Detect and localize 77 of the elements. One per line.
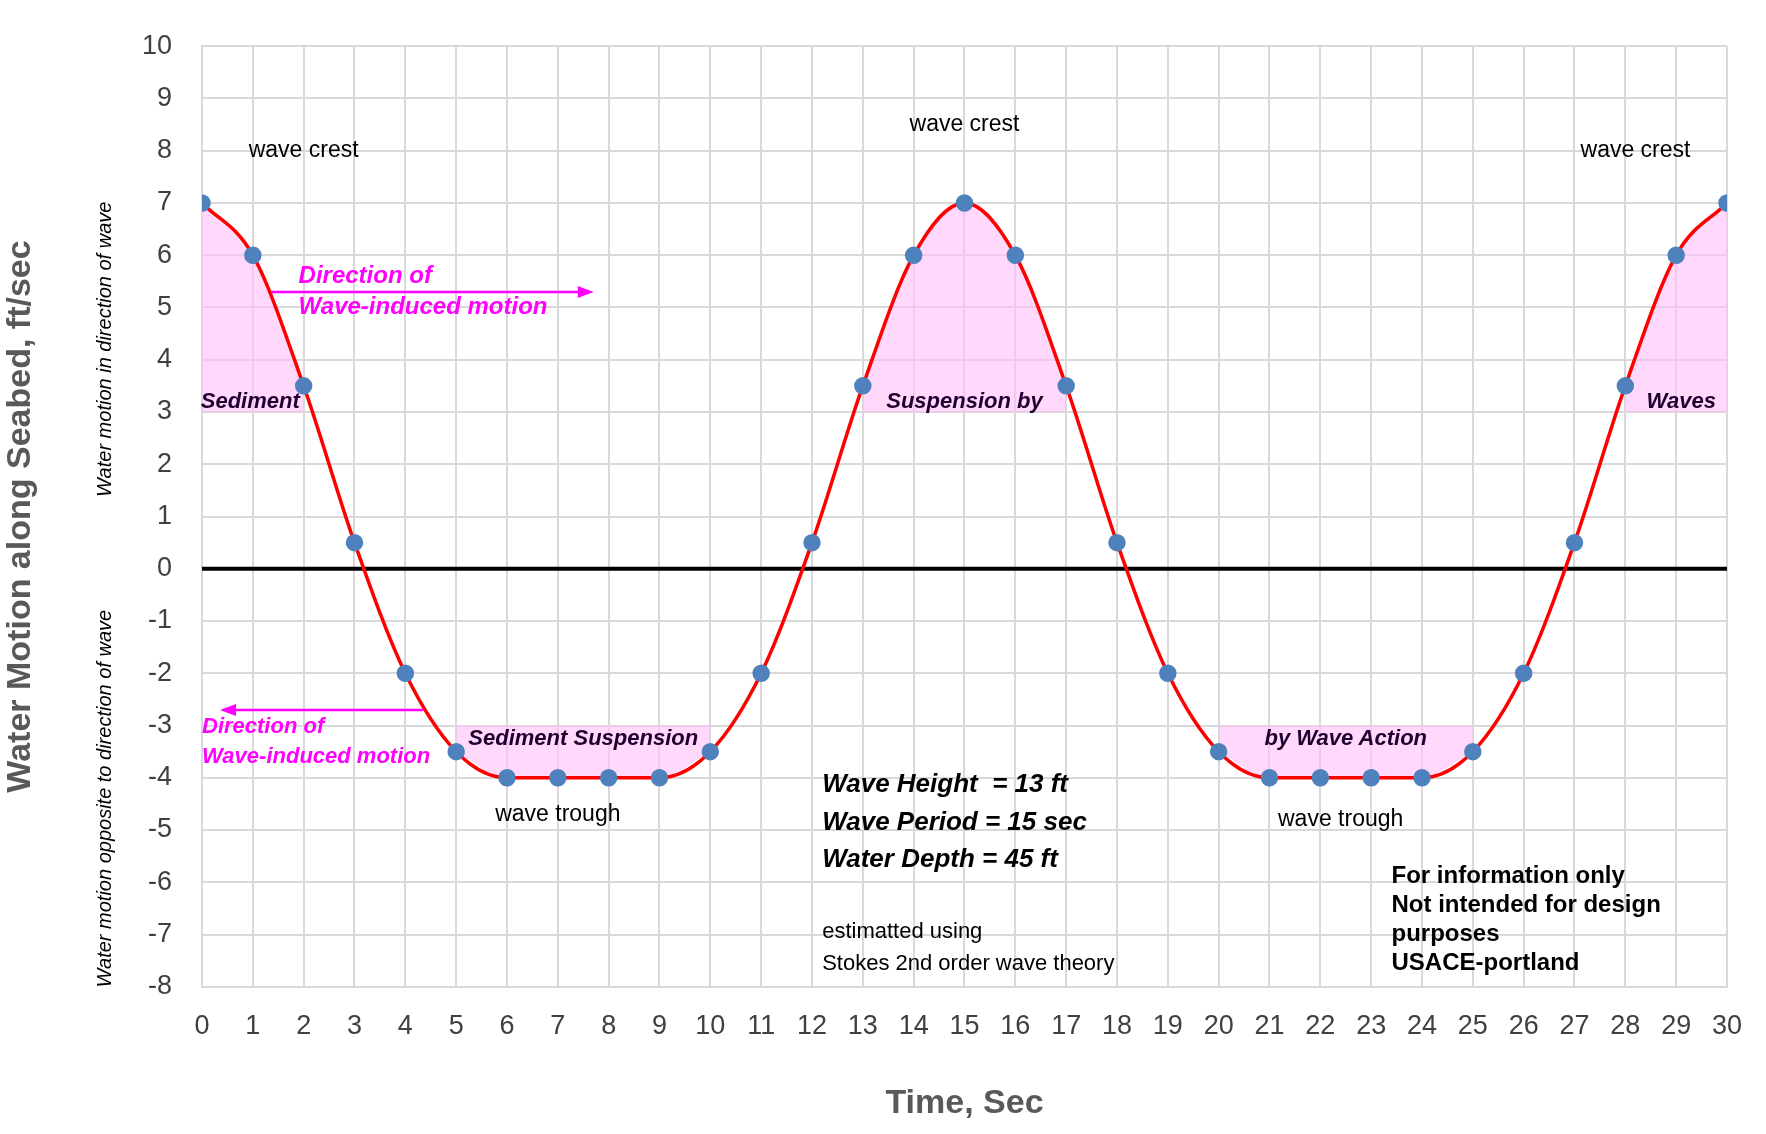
x-tick-label: 12 xyxy=(796,1010,828,1041)
annotation: Suspension by xyxy=(886,387,1045,413)
x-tick-label: 15 xyxy=(949,1010,980,1041)
y-tick-label: -5 xyxy=(147,813,172,844)
annotation: Wave-induced motion xyxy=(202,742,431,768)
y-tick-label: -7 xyxy=(147,918,172,948)
y-tick-label: 0 xyxy=(156,552,172,583)
annotation: Wave Height = 13 ft xyxy=(822,768,1070,799)
y-tick-label: 5 xyxy=(156,290,172,321)
annotation: Not intended for design xyxy=(1391,890,1661,918)
x-tick-label: 25 xyxy=(1457,1010,1488,1041)
x-tick-label: 27 xyxy=(1559,1010,1590,1041)
x-tick-label: 23 xyxy=(1356,1010,1387,1041)
x-tick-label: 28 xyxy=(1610,1010,1641,1041)
x-tick-label: 10 xyxy=(695,1010,726,1041)
y-tick-label: 6 xyxy=(156,238,172,269)
y-tick-label: 7 xyxy=(156,186,172,217)
annotation: by Wave Action xyxy=(1264,724,1428,750)
x-tick-label: 6 xyxy=(499,1010,515,1041)
y-tick-label: 4 xyxy=(156,343,172,374)
text: Water motion in direction of wave xyxy=(92,201,115,497)
annotation: wave crest xyxy=(247,136,360,163)
y-tick-label: 8 xyxy=(156,134,172,165)
x-tick-label: 21 xyxy=(1254,1010,1285,1041)
annotation: purposes xyxy=(1391,919,1500,947)
x-tick-label: 17 xyxy=(1051,1010,1082,1041)
x-tick-label: 20 xyxy=(1203,1010,1234,1041)
text: Water motion opposite to direction of wave xyxy=(92,609,115,988)
annotation: For information only xyxy=(1391,860,1626,888)
y-axis-title: Water Motion along Seabed, ft/sec xyxy=(0,240,37,793)
x-tick-label: 8 xyxy=(601,1010,617,1041)
x-tick-label: 16 xyxy=(1000,1010,1031,1041)
x-tick-label: 1 xyxy=(245,1010,261,1041)
x-tick-label: 0 xyxy=(194,1010,210,1041)
annotation: Wave Period = 15 sec xyxy=(822,805,1088,836)
annotation: wave crest xyxy=(1579,136,1692,163)
annotation: Stokes 2nd order wave theory xyxy=(822,949,1115,975)
annotation: Sediment xyxy=(200,387,302,413)
annotation: Direction of xyxy=(202,713,327,739)
y-tick-label: -1 xyxy=(147,604,172,635)
y-tick-label: 9 xyxy=(156,81,172,112)
annotation: Direction of xyxy=(298,260,434,288)
x-tick-label: 3 xyxy=(346,1010,363,1041)
x-tick-label: 2 xyxy=(296,1010,312,1041)
annotation: Waves xyxy=(1646,387,1716,413)
x-tick-label: 14 xyxy=(898,1010,929,1041)
annotation: USACE-portland xyxy=(1391,948,1580,976)
annotation: wave trough xyxy=(1277,804,1404,831)
x-tick-label: 22 xyxy=(1305,1010,1336,1041)
y-tick-label: -6 xyxy=(147,865,172,896)
x-tick-label: 30 xyxy=(1711,1010,1743,1041)
annotation: wave trough xyxy=(494,799,621,826)
annotation: Water Depth = 45 ft xyxy=(822,842,1060,873)
x-axis-title: Time, Sec xyxy=(885,1081,1044,1120)
y-tick-label: -4 xyxy=(147,761,172,792)
x-tick-label: 5 xyxy=(448,1010,464,1041)
y-tick-label: -2 xyxy=(147,656,172,687)
y-tick-label: 2 xyxy=(156,447,172,478)
x-tick-label: 24 xyxy=(1406,1010,1438,1041)
x-tick-label: 11 xyxy=(747,1010,776,1041)
annotation: wave crest xyxy=(908,109,1021,136)
annotation: Sediment Suspension xyxy=(468,724,699,750)
y-tick-label: 3 xyxy=(156,395,172,426)
x-tick-label: 13 xyxy=(847,1010,878,1041)
x-tick-label: 18 xyxy=(1101,1010,1133,1041)
x-tick-label: 19 xyxy=(1152,1010,1183,1041)
x-tick-label: 29 xyxy=(1661,1010,1692,1041)
x-tick-label: 26 xyxy=(1508,1010,1539,1041)
x-tick-label: 4 xyxy=(397,1010,413,1041)
y-tick-label: 10 xyxy=(141,29,172,60)
y-tick-label: -8 xyxy=(147,970,172,1001)
y-tick-label: 1 xyxy=(156,499,172,530)
annotation: Wave-induced motion xyxy=(298,292,548,320)
x-tick-label: 7 xyxy=(550,1010,566,1041)
annotation: estimatted using xyxy=(822,917,983,943)
y-tick-label: -3 xyxy=(147,708,172,739)
x-tick-label: 9 xyxy=(651,1010,668,1041)
